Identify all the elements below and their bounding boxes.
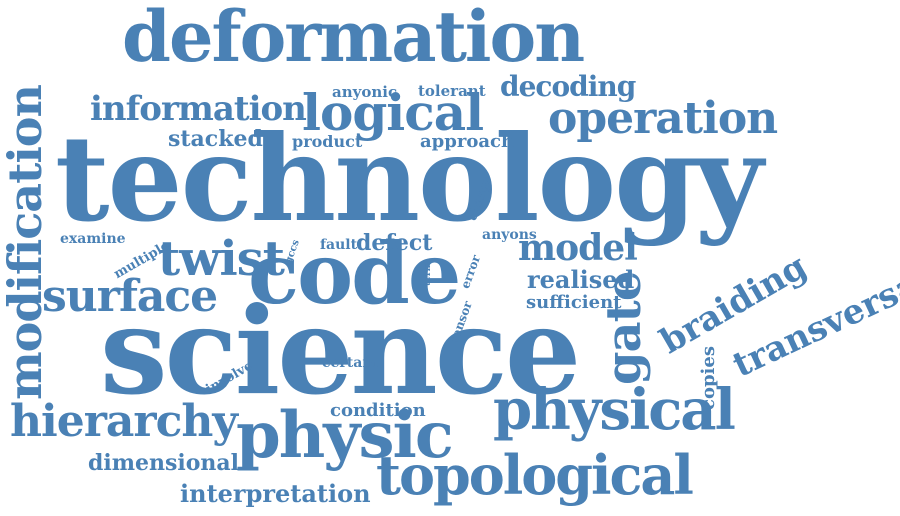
word-twist: twist: [158, 231, 285, 287]
word-stacked: stacked: [168, 126, 263, 152]
word-copies: copies: [698, 346, 719, 410]
word-hierarchy: hierarchy: [10, 396, 238, 447]
word-dimensional: dimensional: [88, 450, 240, 476]
word-anyons: anyons: [482, 227, 537, 243]
word-surface: surface: [42, 271, 218, 322]
word-defect: defect: [356, 230, 433, 256]
word-term: term: [423, 261, 433, 286]
word-topological: topological: [376, 443, 694, 507]
word-logical: logical: [302, 83, 484, 142]
word-examine: examine: [60, 231, 126, 247]
word-product: product: [292, 132, 363, 151]
word-tolerant: tolerant: [418, 82, 486, 100]
word-interpretation: interpretation: [180, 479, 371, 508]
word-decoding: decoding: [500, 70, 636, 103]
word-technology: technology: [55, 109, 763, 248]
word-sufficient: sufficient: [526, 292, 622, 313]
word-deformation: deformation: [122, 0, 585, 78]
word-fault: fault: [320, 237, 358, 253]
word-modification: modification: [0, 85, 52, 400]
word-code: code: [248, 224, 461, 323]
word-anyonic: anyonic: [332, 83, 398, 101]
word-physic: physic: [236, 398, 454, 473]
word-information: information: [90, 89, 307, 129]
word-science: science: [100, 281, 581, 422]
word-physical: physical: [493, 377, 736, 443]
word-approach: approach: [420, 131, 515, 152]
word-realised: realised: [527, 265, 635, 294]
word-model: model: [518, 227, 638, 269]
word-condition: condition: [330, 400, 426, 421]
word-certain: certain: [322, 355, 378, 371]
word-operation: operation: [548, 93, 778, 144]
